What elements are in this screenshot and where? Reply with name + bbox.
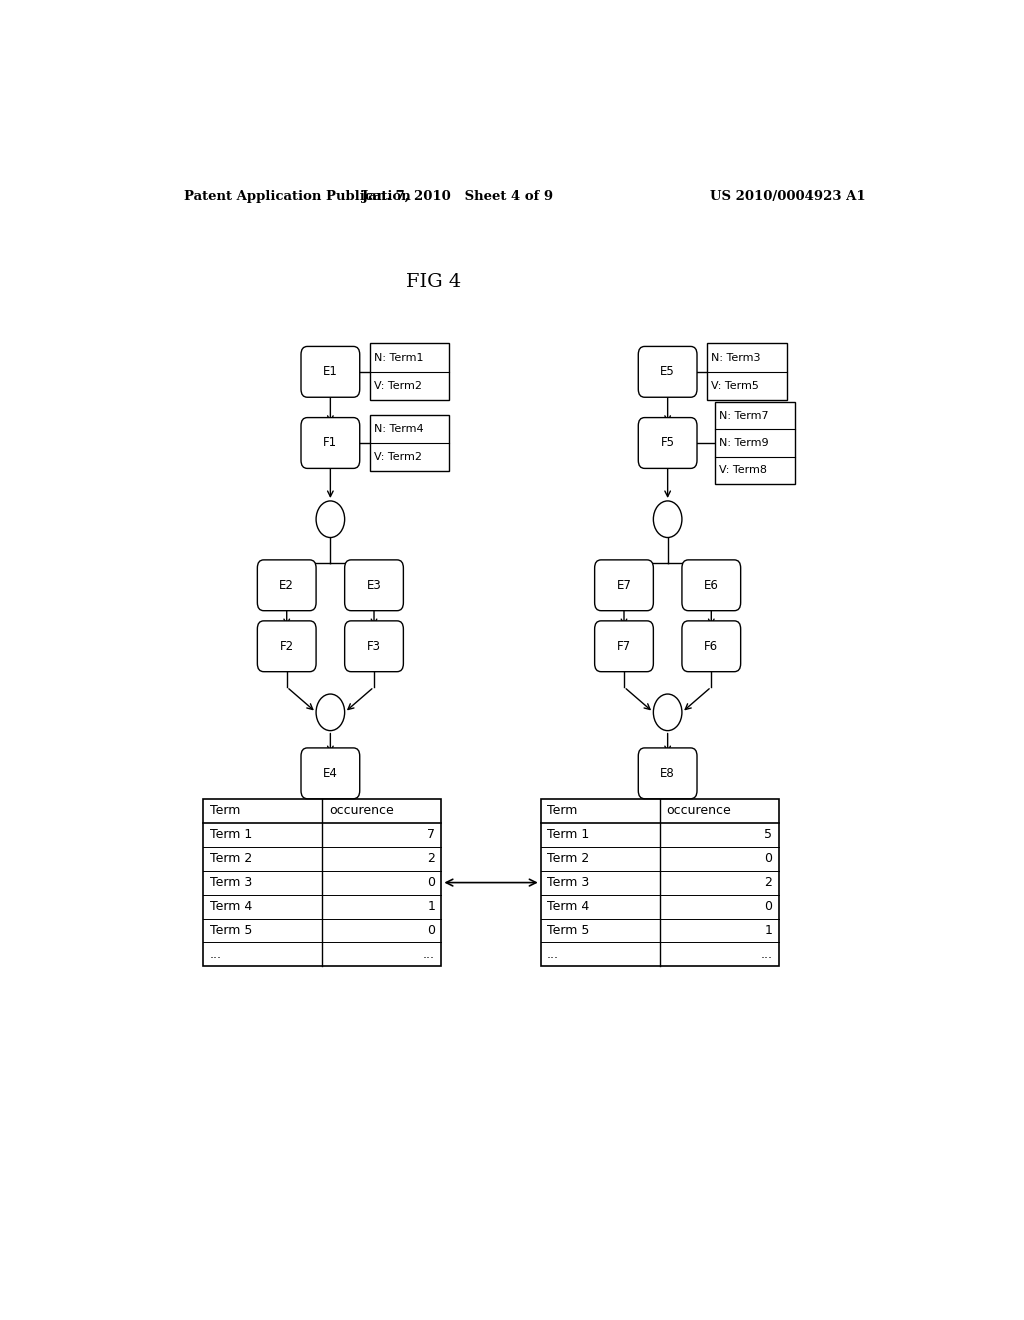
FancyBboxPatch shape: [595, 560, 653, 611]
Text: E7: E7: [616, 578, 632, 591]
FancyBboxPatch shape: [301, 748, 359, 799]
Text: E1: E1: [323, 366, 338, 379]
Text: Term 4: Term 4: [210, 900, 252, 913]
FancyBboxPatch shape: [257, 620, 316, 672]
Text: E6: E6: [703, 578, 719, 591]
FancyBboxPatch shape: [638, 748, 697, 799]
Text: occurence: occurence: [666, 804, 731, 817]
Bar: [541, 799, 779, 966]
Bar: [204, 799, 441, 966]
Text: E8: E8: [660, 767, 675, 780]
Text: V: Term5: V: Term5: [712, 381, 759, 391]
Text: 0: 0: [764, 900, 772, 913]
FancyBboxPatch shape: [345, 560, 403, 611]
Text: 0: 0: [427, 876, 435, 890]
Text: N: Term3: N: Term3: [712, 352, 761, 363]
Circle shape: [653, 500, 682, 537]
Text: E5: E5: [660, 366, 675, 379]
FancyBboxPatch shape: [345, 620, 403, 672]
Text: F3: F3: [367, 640, 381, 653]
Text: Term 1: Term 1: [547, 828, 589, 841]
Text: N: Term4: N: Term4: [374, 424, 424, 434]
Text: N: Term1: N: Term1: [374, 352, 424, 363]
Text: Term: Term: [210, 804, 240, 817]
Text: F6: F6: [705, 640, 719, 653]
Text: 1: 1: [427, 900, 435, 913]
Text: Jan. 7, 2010   Sheet 4 of 9: Jan. 7, 2010 Sheet 4 of 9: [361, 190, 553, 202]
Text: Term 3: Term 3: [210, 876, 252, 890]
FancyBboxPatch shape: [301, 346, 359, 397]
Text: V: Term8: V: Term8: [719, 465, 767, 475]
Text: 7: 7: [427, 828, 435, 841]
Text: 2: 2: [765, 876, 772, 890]
FancyBboxPatch shape: [301, 417, 359, 469]
Text: E3: E3: [367, 578, 381, 591]
Text: Term 5: Term 5: [210, 924, 252, 937]
FancyBboxPatch shape: [257, 560, 316, 611]
Text: 0: 0: [427, 924, 435, 937]
Text: F5: F5: [660, 437, 675, 450]
Text: Term: Term: [547, 804, 578, 817]
FancyBboxPatch shape: [638, 417, 697, 469]
Bar: [715, 403, 795, 483]
Text: 0: 0: [764, 853, 772, 865]
Text: Term 3: Term 3: [547, 876, 589, 890]
Text: F2: F2: [280, 640, 294, 653]
Text: Term 2: Term 2: [210, 853, 252, 865]
Text: Term 1: Term 1: [210, 828, 252, 841]
Text: ...: ...: [423, 948, 435, 961]
FancyBboxPatch shape: [595, 620, 653, 672]
Bar: [370, 343, 450, 400]
Text: V: Term2: V: Term2: [374, 453, 422, 462]
Text: N: Term7: N: Term7: [719, 411, 769, 421]
Text: F7: F7: [616, 640, 631, 653]
Text: 5: 5: [764, 828, 772, 841]
Circle shape: [316, 500, 345, 537]
Text: 2: 2: [427, 853, 435, 865]
Circle shape: [316, 694, 345, 731]
Text: ...: ...: [210, 948, 222, 961]
Text: occurence: occurence: [329, 804, 393, 817]
Text: E2: E2: [280, 578, 294, 591]
Text: ...: ...: [547, 948, 559, 961]
Text: E4: E4: [323, 767, 338, 780]
Text: Term 2: Term 2: [547, 853, 589, 865]
Text: V: Term2: V: Term2: [374, 381, 422, 391]
Text: FIG 4: FIG 4: [406, 273, 461, 292]
Text: Patent Application Publication: Patent Application Publication: [183, 190, 411, 202]
Bar: [370, 414, 450, 471]
Text: US 2010/0004923 A1: US 2010/0004923 A1: [711, 190, 866, 202]
Text: Term 4: Term 4: [547, 900, 589, 913]
Circle shape: [653, 694, 682, 731]
FancyBboxPatch shape: [682, 560, 740, 611]
FancyBboxPatch shape: [682, 620, 740, 672]
Text: Term 5: Term 5: [547, 924, 590, 937]
Text: 1: 1: [765, 924, 772, 937]
Text: N: Term9: N: Term9: [719, 438, 769, 447]
Bar: [708, 343, 786, 400]
Text: ...: ...: [761, 948, 772, 961]
FancyBboxPatch shape: [638, 346, 697, 397]
Text: F1: F1: [324, 437, 338, 450]
